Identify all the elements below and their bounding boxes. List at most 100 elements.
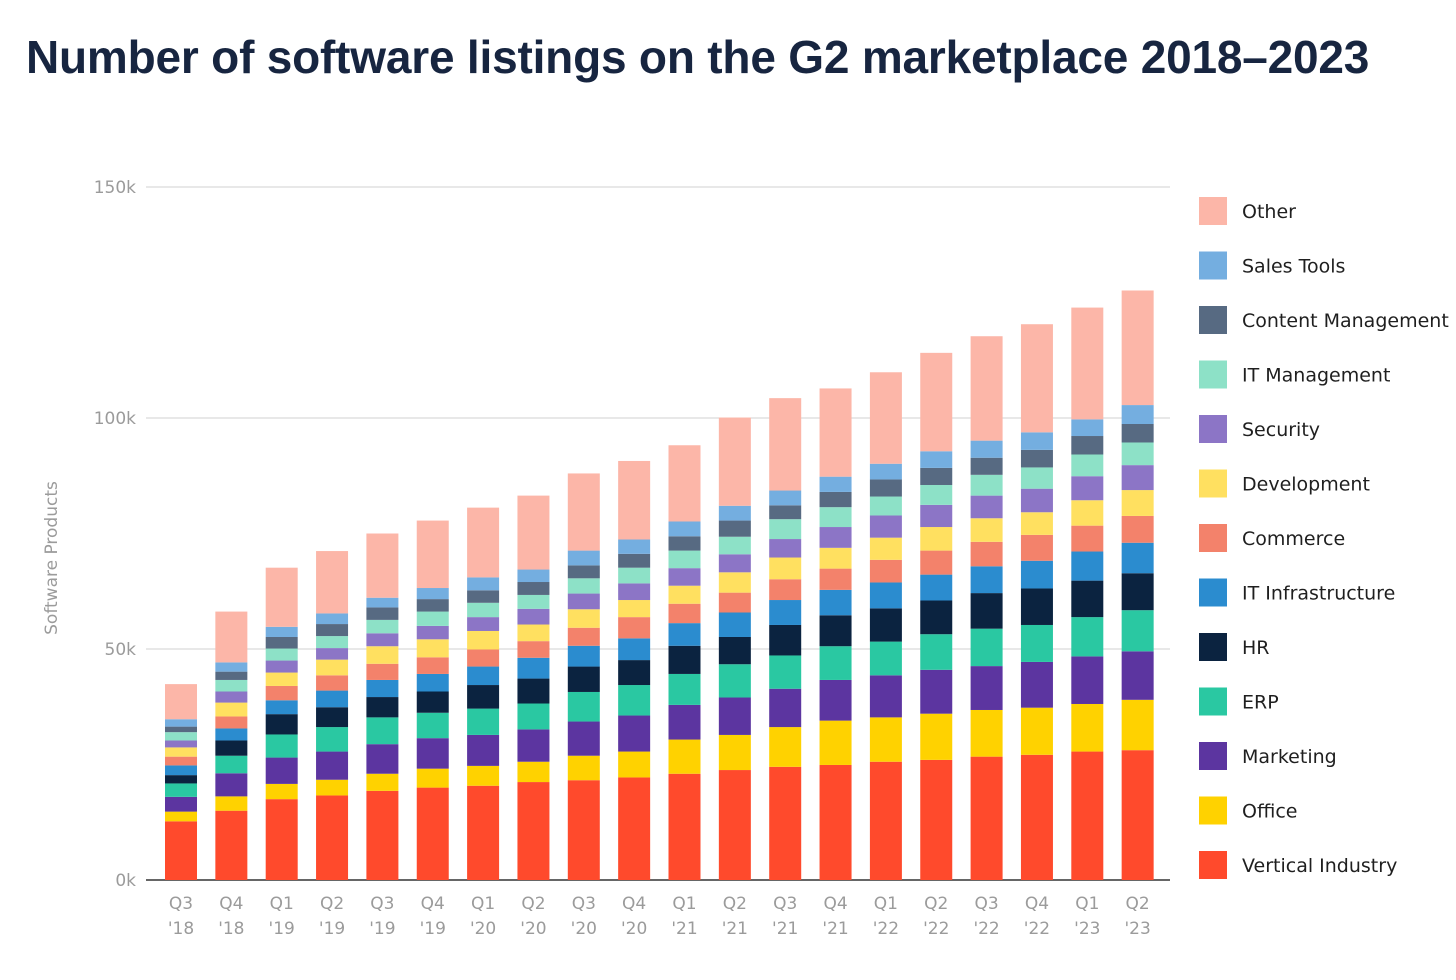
bar-segment bbox=[316, 613, 349, 625]
bar-segment bbox=[366, 679, 399, 698]
bar-segment bbox=[265, 734, 298, 758]
bar-segment bbox=[718, 697, 751, 735]
bar-segment bbox=[165, 756, 197, 766]
bar-segment bbox=[668, 536, 701, 551]
bar-segment bbox=[1121, 573, 1154, 611]
x-tick-label: Q4'22 bbox=[1024, 894, 1050, 939]
x-tick-label: Q1'22 bbox=[873, 894, 899, 939]
bar-segment bbox=[1020, 754, 1053, 880]
bar-segment bbox=[869, 463, 902, 480]
bar-segment bbox=[718, 554, 751, 573]
bar-segment bbox=[567, 473, 600, 551]
bar-segment bbox=[416, 712, 449, 739]
bar-segment bbox=[567, 780, 600, 880]
bar-segment bbox=[416, 787, 449, 880]
bar-segment bbox=[668, 773, 701, 880]
bar-segment bbox=[1121, 750, 1154, 880]
bar-segment bbox=[1071, 419, 1104, 437]
bar-segment bbox=[970, 336, 1003, 441]
bar-stack bbox=[1020, 324, 1053, 880]
bar-segment bbox=[517, 495, 550, 570]
bar-segment bbox=[819, 589, 852, 616]
bar-segment bbox=[265, 714, 298, 735]
bar-stack bbox=[819, 388, 852, 880]
bar-segment bbox=[869, 559, 902, 583]
legend-label: IT Management bbox=[1242, 365, 1390, 387]
legend-item: IT Management bbox=[1199, 360, 1390, 389]
bar-segment bbox=[165, 765, 197, 776]
bar-segment bbox=[316, 675, 349, 691]
bar-segment bbox=[920, 713, 953, 760]
bar-segment bbox=[618, 567, 651, 584]
bar-segment bbox=[869, 496, 902, 516]
bar-segment bbox=[517, 608, 550, 625]
bar-segment bbox=[517, 729, 550, 762]
bar-segment bbox=[668, 704, 701, 740]
legend-swatch bbox=[1199, 796, 1227, 825]
bar-segment bbox=[165, 775, 197, 784]
bar-segment bbox=[416, 599, 449, 612]
bar-segment bbox=[265, 757, 298, 784]
bar-segment bbox=[265, 660, 298, 673]
legend-swatch bbox=[1199, 742, 1227, 770]
bar-segment bbox=[1020, 324, 1053, 433]
bar-segment bbox=[517, 657, 550, 679]
bar-segment bbox=[819, 720, 852, 765]
legend-label: Vertical Industry bbox=[1242, 855, 1397, 877]
bar-segment bbox=[467, 590, 500, 603]
bar-segment bbox=[1071, 500, 1104, 526]
x-tick-label: Q3'22 bbox=[973, 894, 999, 939]
bar-stack bbox=[769, 398, 802, 880]
bar-segment bbox=[769, 600, 802, 625]
bar-stack bbox=[467, 507, 500, 880]
x-tick-label: Q3'19 bbox=[369, 894, 395, 939]
legend-swatch bbox=[1199, 687, 1227, 716]
bar-segment bbox=[467, 577, 500, 591]
bar-segment bbox=[567, 666, 600, 692]
x-tick-label: Q2'21 bbox=[722, 894, 748, 939]
bar-segment bbox=[819, 491, 852, 508]
legend-label: Office bbox=[1242, 801, 1297, 823]
bar-segment bbox=[718, 572, 751, 593]
y-tick-label: 50k bbox=[105, 640, 137, 660]
bar-segment bbox=[668, 568, 701, 586]
chart-title: Number of software listings on the G2 ma… bbox=[26, 31, 1370, 83]
bar-segment bbox=[467, 649, 500, 667]
legend-swatch bbox=[1199, 469, 1227, 498]
bar-segment bbox=[819, 527, 852, 548]
bar-segment bbox=[1121, 515, 1154, 543]
bar-segment bbox=[869, 479, 902, 497]
x-tick-label: Q2'22 bbox=[923, 894, 949, 939]
legend-item: Vertical Industry bbox=[1199, 851, 1397, 879]
bar-segment bbox=[869, 675, 902, 718]
bar-stack bbox=[718, 417, 751, 880]
bar-segment bbox=[416, 639, 449, 658]
y-axis-label: Software Products bbox=[42, 481, 62, 635]
bar-segment bbox=[1020, 707, 1053, 755]
bar-segment bbox=[819, 568, 852, 590]
bar-segment bbox=[869, 761, 902, 880]
bar-segment bbox=[869, 582, 902, 609]
bar-segment bbox=[970, 709, 1003, 757]
bar-segment bbox=[618, 715, 651, 752]
bar-segment bbox=[1020, 534, 1053, 561]
bar-segment bbox=[769, 490, 802, 506]
legend-item: Office bbox=[1199, 796, 1297, 825]
bar-segment bbox=[920, 504, 953, 528]
bar-segment bbox=[517, 782, 550, 880]
bar-segment bbox=[316, 551, 349, 614]
bar-segment bbox=[618, 539, 651, 554]
legend-item: Sales Tools bbox=[1199, 251, 1345, 280]
bar-segment bbox=[517, 624, 550, 642]
bar-segment bbox=[165, 740, 197, 748]
bar-segment bbox=[1071, 751, 1104, 880]
y-tick-label: 150k bbox=[94, 178, 136, 198]
bar-segment bbox=[366, 646, 399, 664]
bar-segment bbox=[819, 547, 852, 569]
bar-segment bbox=[718, 592, 751, 613]
legend-item: HR bbox=[1199, 633, 1270, 661]
bar-segment bbox=[618, 583, 651, 601]
bar-segment bbox=[567, 578, 600, 594]
x-tick-label: Q3'20 bbox=[571, 894, 597, 939]
bar-segment bbox=[920, 574, 953, 601]
